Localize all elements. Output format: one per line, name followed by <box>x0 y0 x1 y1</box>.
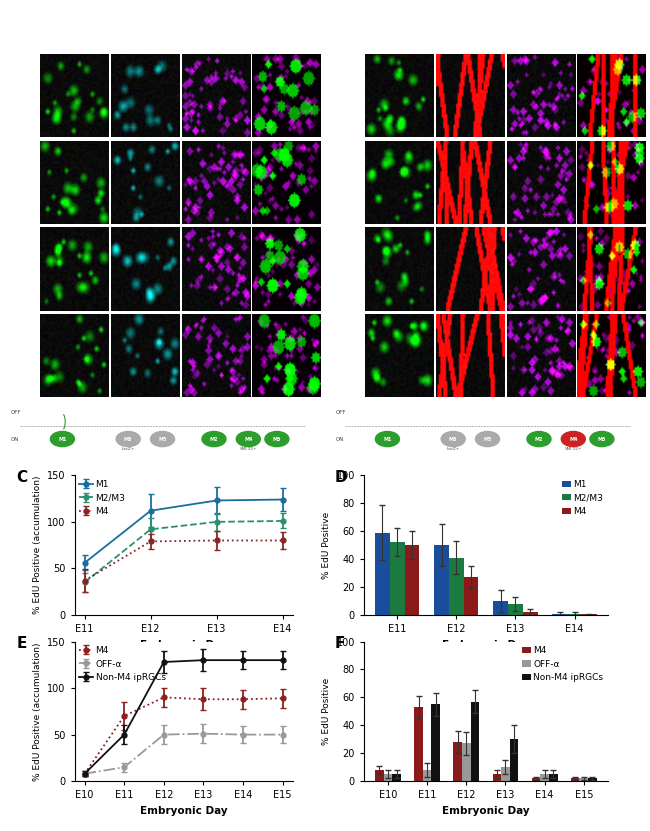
Bar <box>414 707 423 781</box>
Bar <box>384 774 393 781</box>
Circle shape <box>476 431 499 446</box>
Bar <box>493 601 508 615</box>
X-axis label: Embryonic Day: Embryonic Day <box>140 806 228 816</box>
Bar <box>567 613 582 615</box>
Text: SMI-32+: SMI-32+ <box>240 447 257 451</box>
Bar <box>552 613 567 615</box>
Text: M5: M5 <box>273 436 281 441</box>
Circle shape <box>590 431 614 446</box>
Bar <box>375 770 383 781</box>
Text: M1: M1 <box>58 436 66 441</box>
Bar <box>523 612 538 615</box>
Text: D: D <box>335 470 347 484</box>
Bar <box>454 742 462 781</box>
Bar <box>449 558 463 615</box>
Bar <box>493 774 501 781</box>
Circle shape <box>376 431 399 446</box>
Legend: M1, M2/M3, M4: M1, M2/M3, M4 <box>562 479 603 516</box>
Text: ON: ON <box>336 436 344 441</box>
Bar <box>462 744 471 781</box>
Text: Merged: Merged <box>595 32 627 42</box>
Bar <box>579 779 588 781</box>
Text: M1: M1 <box>384 436 391 441</box>
Text: E12: E12 <box>3 178 20 187</box>
Circle shape <box>51 431 74 446</box>
Circle shape <box>265 431 289 446</box>
Text: E11: E11 <box>3 91 20 101</box>
Bar <box>588 779 597 781</box>
Text: C: C <box>16 470 27 484</box>
Text: M4: M4 <box>244 436 252 441</box>
Text: E11: E11 <box>328 91 345 101</box>
Text: LacZ: LacZ <box>135 32 155 42</box>
Text: A: A <box>10 6 21 20</box>
Circle shape <box>151 431 174 446</box>
Bar <box>390 543 404 615</box>
Bar <box>501 767 510 781</box>
Y-axis label: % EdU Positive (accumulation): % EdU Positive (accumulation) <box>32 642 42 780</box>
Text: F: F <box>335 636 345 651</box>
Y-axis label: % EdU Positive (accumulation): % EdU Positive (accumulation) <box>32 476 42 614</box>
Text: E14: E14 <box>3 352 20 360</box>
Bar <box>532 779 540 781</box>
Text: M2: M2 <box>535 436 543 441</box>
Legend: M4, OFF-α, Non-M4 ipRGCs: M4, OFF-α, Non-M4 ipRGCs <box>79 646 166 682</box>
X-axis label: Embryonic Day: Embryonic Day <box>442 640 530 650</box>
Bar <box>423 770 432 781</box>
Text: LacZ+: LacZ+ <box>447 447 460 451</box>
Circle shape <box>562 431 585 446</box>
Text: E12: E12 <box>328 178 345 187</box>
Text: LacZ+: LacZ+ <box>122 447 135 451</box>
Bar <box>571 779 579 781</box>
Bar <box>375 533 390 615</box>
Text: GFP: GFP <box>66 32 83 42</box>
Bar <box>404 545 419 615</box>
Text: SMI-32+: SMI-32+ <box>565 447 582 451</box>
Bar <box>508 604 523 615</box>
Text: ON: ON <box>11 436 20 441</box>
Text: M6: M6 <box>449 436 458 441</box>
Text: Opn4$^{Cre/+}$;Z/EG: Opn4$^{Cre/+}$;Z/EG <box>444 6 531 22</box>
Bar <box>434 545 449 615</box>
Circle shape <box>527 431 551 446</box>
Bar <box>463 578 478 615</box>
Text: EdU: EdU <box>207 32 224 42</box>
Legend: M1, M2/M3, M4: M1, M2/M3, M4 <box>79 479 125 516</box>
Bar <box>432 705 440 781</box>
Text: OFF: OFF <box>11 410 21 415</box>
Y-axis label: % EdU Positive: % EdU Positive <box>322 512 331 578</box>
Text: E: E <box>16 636 27 651</box>
X-axis label: Embryonic Day: Embryonic Day <box>140 640 228 650</box>
Text: E14: E14 <box>328 352 345 360</box>
Circle shape <box>202 431 226 446</box>
X-axis label: Embryonic Day: Embryonic Day <box>442 806 530 816</box>
Bar <box>471 701 479 781</box>
Text: E13: E13 <box>328 264 345 273</box>
Bar <box>540 774 549 781</box>
Legend: M4, OFF-α, Non-M4 ipRGCs: M4, OFF-α, Non-M4 ipRGCs <box>521 646 603 682</box>
Text: Merged: Merged <box>270 32 302 42</box>
Bar <box>549 774 558 781</box>
Text: B: B <box>335 6 345 20</box>
Text: M5: M5 <box>598 436 606 441</box>
Text: SMI-32: SMI-32 <box>456 32 484 42</box>
Text: M3: M3 <box>484 436 491 441</box>
Text: Opn4$^{LacZ/+}$;Opn4-GFP: Opn4$^{LacZ/+}$;Opn4-GFP <box>100 6 225 22</box>
Text: M3: M3 <box>159 436 166 441</box>
Text: GFP: GFP <box>391 32 408 42</box>
Circle shape <box>116 431 140 446</box>
Text: EdU: EdU <box>532 32 549 42</box>
Text: OFF: OFF <box>336 410 346 415</box>
Bar <box>393 774 401 781</box>
Bar <box>510 740 518 781</box>
Text: E13: E13 <box>3 264 20 273</box>
Text: M6: M6 <box>124 436 133 441</box>
Text: M2: M2 <box>210 436 218 441</box>
Y-axis label: % EdU Positive: % EdU Positive <box>322 678 331 745</box>
Circle shape <box>237 431 260 446</box>
Circle shape <box>441 431 465 446</box>
Text: M4: M4 <box>569 436 577 441</box>
